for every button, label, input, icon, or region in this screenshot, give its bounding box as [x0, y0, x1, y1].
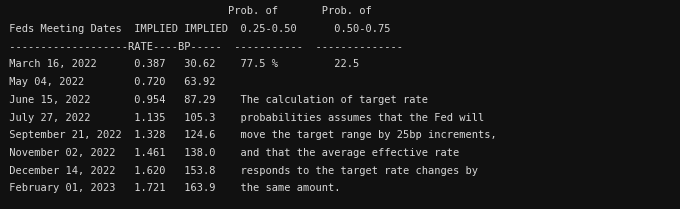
- Text: July 27, 2022       1.135   105.3    probabilities assumes that the Fed will: July 27, 2022 1.135 105.3 probabilities …: [3, 112, 485, 122]
- Text: Feds Meeting Dates  IMPLIED IMPLIED  0.25-0.50      0.50-0.75: Feds Meeting Dates IMPLIED IMPLIED 0.25-…: [3, 24, 391, 34]
- Text: February 01, 2023   1.721   163.9    the same amount.: February 01, 2023 1.721 163.9 the same a…: [3, 183, 341, 193]
- Text: December 14, 2022   1.620   153.8    responds to the target rate changes by: December 14, 2022 1.620 153.8 responds t…: [3, 166, 479, 176]
- Text: Prob. of       Prob. of: Prob. of Prob. of: [3, 6, 372, 16]
- Text: -------------------RATE----BP-----  -----------  --------------: -------------------RATE----BP----- -----…: [3, 42, 403, 52]
- Text: June 15, 2022       0.954   87.29    The calculation of target rate: June 15, 2022 0.954 87.29 The calculatio…: [3, 95, 428, 105]
- Text: May 04, 2022        0.720   63.92: May 04, 2022 0.720 63.92: [3, 77, 216, 87]
- Text: November 02, 2022   1.461   138.0    and that the average effective rate: November 02, 2022 1.461 138.0 and that t…: [3, 148, 460, 158]
- Text: March 16, 2022      0.387   30.62    77.5 %         22.5: March 16, 2022 0.387 30.62 77.5 % 22.5: [3, 59, 360, 69]
- Text: September 21, 2022  1.328   124.6    move the target range by 25bp increments,: September 21, 2022 1.328 124.6 move the …: [3, 130, 497, 140]
